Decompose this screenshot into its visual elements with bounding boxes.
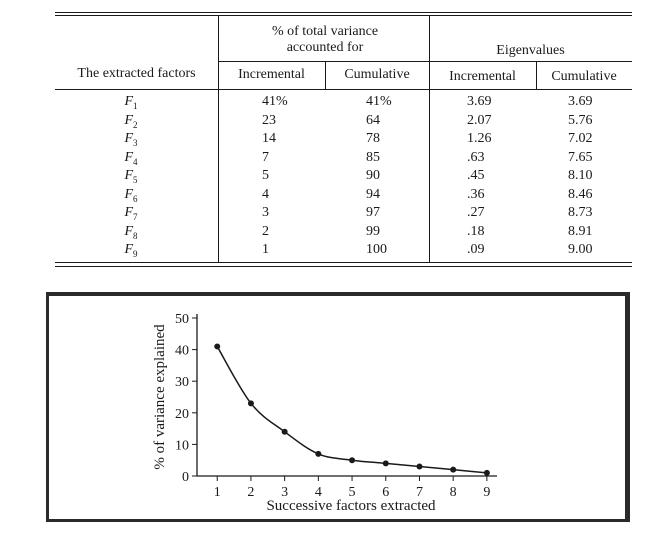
x-tick-label: 6: [382, 485, 389, 500]
cell-variance-incremental: 3: [262, 205, 269, 220]
group1-underline: [218, 61, 429, 62]
y-tick-label: 30: [175, 375, 189, 390]
cell-eigen-incremental: .27: [467, 205, 485, 220]
table-bottom-rule: [55, 262, 632, 263]
row-header-label: The extracted factors: [77, 66, 196, 81]
x-tick-label: 8: [450, 485, 457, 500]
col-header-incremental-var: Incremental: [238, 67, 305, 82]
cell-variance-cumulative: 94: [366, 186, 380, 202]
group1-header: % of total variance accounted for: [271, 24, 379, 55]
x-tick-label: 5: [349, 485, 356, 500]
cell-eigen-incremental: .45: [467, 168, 485, 183]
cell-variance-cumulative: 64: [366, 112, 380, 128]
header-bottom-rule: [55, 89, 632, 90]
cell-eigen-incremental: .18: [467, 223, 485, 239]
y-tick-label: 10: [175, 438, 189, 453]
cell-eigen-cumulative: 5.76: [568, 112, 593, 128]
col-header-cumulative-var: Cumulative: [344, 67, 410, 82]
factor-label: F2: [124, 112, 138, 130]
group2-header: Eigenvalues: [496, 43, 565, 58]
scree-curve: [216, 346, 487, 474]
cell-eigen-cumulative: 7.02: [568, 131, 593, 146]
y-tick-label: 0: [182, 470, 189, 485]
table-bottom-rule-2: [55, 266, 632, 267]
table-divider-mid: [429, 15, 430, 263]
table-top-rule-2: [55, 15, 632, 16]
cell-eigen-cumulative: 8.46: [568, 186, 593, 202]
cell-eigen-cumulative: 9.00: [568, 242, 593, 257]
x-tick-label: 1: [214, 485, 221, 500]
cell-variance-incremental: 5: [262, 168, 269, 183]
cell-eigen-cumulative: 8.10: [568, 168, 593, 183]
cell-eigen-incremental: .63: [467, 149, 485, 165]
data-point: [349, 457, 356, 464]
table-divider-left: [218, 15, 219, 263]
factor-label: F3: [124, 131, 138, 148]
cell-variance-incremental: 1: [262, 242, 269, 257]
cell-variance-incremental: 14: [262, 131, 276, 146]
data-point: [382, 460, 389, 467]
cell-eigen-incremental: .09: [467, 242, 485, 257]
factor-label: F7: [124, 205, 138, 222]
factor-label: F1: [124, 94, 138, 111]
scree-plot-frame: 0 10 20 30 40 50 1 2 3 4 5 6 7 8 9 Successive factors e…: [46, 292, 630, 522]
data-point: [416, 463, 423, 470]
x-tick-label: 7: [416, 485, 423, 500]
cell-eigen-incremental: .36: [467, 186, 485, 202]
cell-eigen-incremental: 3.69: [467, 94, 492, 109]
col-header-cumulative-eig: Cumulative: [551, 69, 617, 84]
cell-variance-cumulative: 90: [366, 168, 380, 183]
y-tick-label: 40: [175, 344, 189, 359]
factor-label: F8: [124, 223, 138, 241]
x-tick-label: 9: [483, 485, 490, 500]
data-point: [281, 428, 288, 435]
cell-variance-incremental: 23: [262, 112, 276, 128]
y-tick-label: 50: [175, 312, 189, 327]
factor-label: F4: [124, 149, 138, 167]
cell-variance-cumulative: 100: [366, 242, 387, 257]
subcol-divider-1: [325, 61, 326, 89]
cell-variance-cumulative: 99: [366, 223, 380, 239]
data-point: [214, 343, 221, 350]
x-tick-label: 2: [247, 485, 254, 500]
scree-plot: 0 10 20 30 40 50 1 2 3 4 5 6 7 8 9 Successive factors e…: [152, 312, 497, 514]
cell-variance-cumulative: 41%: [366, 94, 392, 109]
factor-label: F5: [124, 168, 138, 185]
col-header-incremental-eig: Incremental: [449, 69, 516, 84]
data-point: [315, 450, 322, 457]
cell-eigen-cumulative: 7.65: [568, 149, 593, 165]
data-point: [247, 400, 254, 407]
subcol-divider-2: [536, 61, 537, 89]
cell-eigen-cumulative: 8.73: [568, 205, 593, 220]
cell-variance-incremental: 41%: [262, 94, 288, 109]
cell-variance-incremental: 7: [262, 149, 269, 165]
data-point: [483, 469, 490, 476]
factor-label: F6: [124, 186, 138, 204]
cell-variance-cumulative: 85: [366, 149, 380, 165]
x-tick-label: 3: [281, 485, 288, 500]
cell-variance-incremental: 2: [262, 223, 269, 239]
y-tick-label: 20: [175, 407, 189, 422]
cell-eigen-cumulative: 3.69: [568, 94, 593, 109]
cell-variance-cumulative: 78: [366, 131, 380, 146]
variance-table: The extracted factors % of total varianc…: [55, 12, 632, 267]
x-axis-label: Successive factors extracted: [266, 498, 436, 514]
data-point: [450, 466, 457, 473]
cell-variance-cumulative: 97: [366, 205, 380, 220]
cell-eigen-incremental: 1.26: [467, 131, 492, 146]
group2-underline: [429, 61, 632, 62]
cell-eigen-incremental: 2.07: [467, 112, 492, 128]
x-tick-label: 4: [315, 485, 322, 500]
cell-variance-incremental: 4: [262, 186, 269, 202]
table-top-rule: [55, 12, 632, 13]
y-axis-label: % of variance explained: [152, 324, 168, 470]
factor-label: F9: [124, 242, 138, 259]
cell-eigen-cumulative: 8.91: [568, 223, 593, 239]
